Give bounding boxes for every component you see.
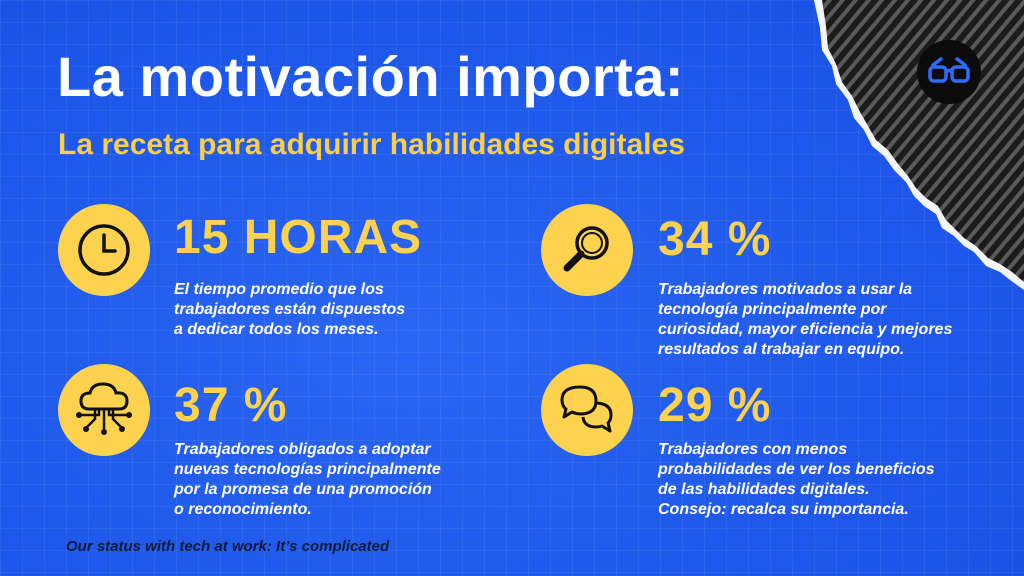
glasses-icon [928, 57, 970, 83]
stat-description: Trabajadores obligados a adoptar nuevas … [174, 440, 441, 520]
stat-icon-circle [58, 204, 150, 296]
stat-description-line: trabajadores están dispuestos [174, 301, 406, 318]
chat-bubbles-icon [560, 385, 613, 433]
stat-value: 34 % [658, 213, 772, 266]
stat-value: 15 HORAS [174, 211, 423, 264]
stat-description-line: Consejo: recalca su importancia. [658, 501, 909, 518]
page-title: La motivación importa: [57, 45, 685, 108]
stat-icon-circle [541, 364, 633, 456]
stat-description: Trabajadores motivados a usar la tecnolo… [658, 280, 952, 360]
logo [917, 40, 981, 104]
stat-value: 29 % [658, 379, 772, 432]
magnifier-icon [563, 226, 609, 272]
stat-description-line: resultados al trabajar en equipo. [658, 341, 905, 358]
stat-icon-circle [541, 204, 633, 296]
stat-description-line: o reconocimiento. [174, 501, 312, 518]
stat-description-line: de las habilidades digitales. [658, 481, 870, 498]
stat-description-line: a dedicar todos los meses. [174, 321, 379, 338]
stat-description-line: Trabajadores con menos [658, 441, 848, 458]
stat-value: 37 % [174, 379, 288, 432]
stat-description-line: nuevas tecnologías principalmente [174, 461, 441, 478]
stat-description: Trabajadores con menos probabilidades de… [658, 440, 935, 520]
stat-description-line: por la promesa de una promoción [174, 481, 432, 498]
stat-description: El tiempo promedio que los trabajadores … [174, 280, 405, 340]
stat-description-line: Trabajadores obligados a adoptar [174, 441, 431, 458]
stat-description-line: El tiempo promedio que los [174, 281, 384, 298]
stat-description-line: probabilidades de ver los beneficios [658, 461, 935, 478]
clock-icon [78, 224, 130, 276]
striped-corner-decoration [814, 0, 1024, 290]
page-subtitle: La receta para adquirir habilidades digi… [58, 128, 685, 161]
stat-description-line: Trabajadores motivados a usar la [658, 281, 913, 298]
stat-description-line: curiosidad, mayor eficiencia y mejores [658, 321, 953, 338]
stat-description-line: tecnología principalmente por [658, 301, 887, 318]
footer-tagline: Our status with tech at work: It’s compl… [66, 538, 390, 555]
cloud-network-icon [76, 382, 132, 435]
stat-icon-circle [58, 364, 150, 456]
